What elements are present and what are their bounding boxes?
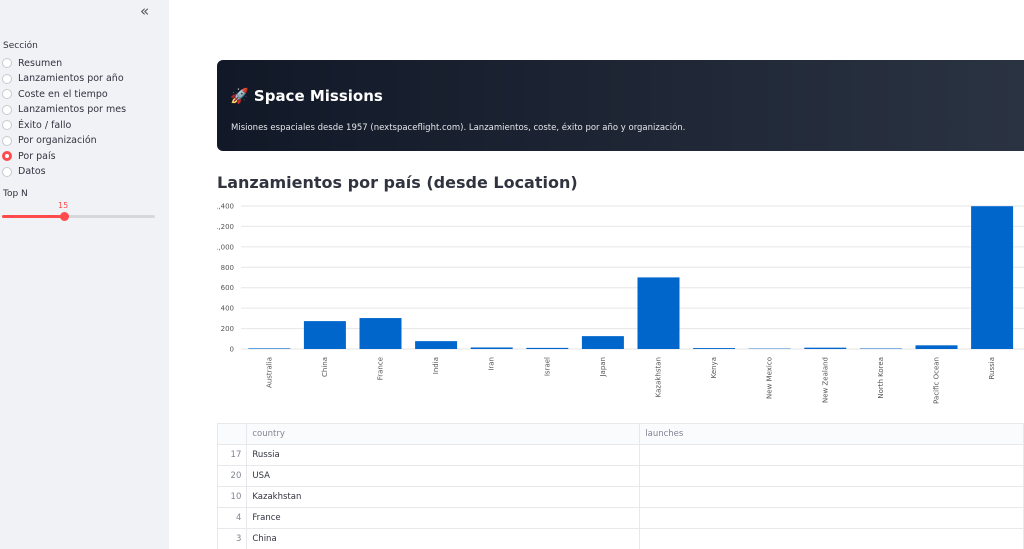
row-index: 17	[216, 444, 248, 466]
x-tick-label: India	[432, 357, 440, 374]
radio-label: Lanzamientos por año	[18, 73, 124, 84]
bar[interactable]	[693, 348, 736, 349]
country-cell: Kazakhstan	[246, 486, 641, 508]
radio-option[interactable]: Éxito / fallo	[2, 118, 71, 132]
bar[interactable]	[359, 318, 402, 349]
section-label: Sección	[3, 41, 38, 51]
launches-cell	[639, 507, 1024, 529]
y-tick-label: 0	[230, 346, 234, 354]
bar[interactable]	[804, 347, 847, 349]
bar[interactable]	[971, 206, 1014, 349]
x-tick-label: New Mexico	[766, 357, 774, 399]
x-tick-label: Kazakhstan	[655, 357, 663, 397]
radio-label: Por organización	[18, 135, 97, 146]
table-row: 10 Kazakhstan	[216, 486, 1024, 508]
row-index: 20	[216, 465, 248, 487]
radio-label: Coste en el tiempo	[18, 88, 108, 100]
data-table: country launches 17 Russia 20 USA 10 Kazakhsta…	[216, 423, 1024, 549]
radio-label: Éxito / fallo	[18, 119, 72, 131]
slider-track[interactable]	[2, 215, 155, 218]
radio-option[interactable]: Resumen	[2, 56, 62, 70]
bar[interactable]	[470, 347, 513, 349]
radio-circle	[2, 73, 12, 84]
radio-option[interactable]: Por país	[2, 149, 56, 163]
bar[interactable]	[415, 341, 458, 349]
radio-label: Lanzamientos por mes	[18, 104, 127, 115]
bar[interactable]	[915, 345, 958, 349]
x-tick-label: North Korea	[877, 357, 885, 399]
column-header: country	[246, 423, 641, 445]
y-tick-label: 800	[221, 264, 234, 272]
chart-title: Lanzamientos por país (desde Location)	[217, 173, 578, 192]
radio-option[interactable]: Datos	[2, 165, 46, 179]
x-tick-label: New Zealand	[821, 357, 829, 403]
row-index: 10	[216, 486, 248, 508]
sidebar: « Sección Resumen Lanzamientos por año Cos…	[0, 0, 169, 549]
launches-cell	[639, 486, 1024, 508]
slider-knob[interactable]	[60, 212, 69, 221]
country-cell: France	[246, 507, 641, 529]
radio-circle	[2, 58, 12, 68]
table-row: 4 France	[216, 507, 1024, 529]
x-tick-label: Israel	[543, 357, 551, 376]
launches-cell	[639, 444, 1024, 466]
radio-circle	[2, 166, 12, 177]
x-tick-label: France	[377, 357, 385, 380]
country-cell: China	[246, 528, 641, 549]
slider-fill	[2, 215, 64, 218]
launches-cell	[639, 465, 1024, 487]
slider-value: 15	[58, 201, 69, 210]
bar[interactable]	[303, 321, 346, 349]
chart: 0 200 400 600 800 1,000 1,200 1,400 Australia Chi…	[217, 203, 1024, 404]
radio-circle	[2, 104, 12, 115]
row-index: 4	[216, 507, 248, 529]
x-tick-label: Russia	[988, 357, 996, 380]
radio-circle	[2, 135, 12, 146]
slider-label: Top N	[3, 189, 28, 199]
launches-cell	[639, 528, 1024, 549]
radio-circle	[2, 120, 12, 130]
y-tick-label: 1,000	[217, 243, 234, 251]
country-cell: USA	[246, 465, 641, 487]
radio-circle	[2, 151, 12, 161]
radio-option[interactable]: Coste en el tiempo	[2, 87, 108, 101]
column-header: launches	[639, 423, 1024, 445]
bar[interactable]	[581, 336, 624, 349]
radio-label: Datos	[18, 166, 46, 177]
x-tick-label: Pacific Ocean	[933, 357, 941, 404]
y-tick-label: 1,400	[217, 203, 234, 211]
x-tick-label: Japan	[599, 357, 607, 378]
x-tick-label: Kenya	[710, 357, 718, 378]
radio-label: Resumen	[18, 57, 63, 69]
y-tick-label: 200	[221, 325, 234, 333]
radio-option[interactable]: Lanzamientos por año	[2, 72, 124, 86]
index-header	[216, 423, 248, 445]
app-title: 🚀 Space Missions	[230, 87, 383, 105]
y-tick-label: 1,200	[217, 223, 234, 231]
header-banner: 🚀 Space Missions Misiones espaciales des…	[217, 60, 1024, 151]
radio-option[interactable]: Por organización	[2, 134, 97, 148]
table-row: 20 USA	[216, 465, 1024, 487]
radio-option[interactable]: Lanzamientos por mes	[2, 103, 126, 117]
row-index: 3	[216, 528, 248, 549]
bar[interactable]	[637, 277, 680, 349]
x-tick-label: Iran	[488, 357, 496, 371]
table-header: country launches	[216, 423, 1024, 445]
collapse-button[interactable]: «	[140, 2, 150, 20]
y-tick-label: 600	[221, 284, 234, 292]
country-cell: Russia	[246, 444, 641, 466]
y-tick-label: 400	[221, 305, 234, 313]
bar[interactable]	[859, 348, 902, 349]
table-row: 17 Russia	[216, 444, 1024, 466]
radio-circle	[2, 89, 12, 99]
app-subtitle: Misiones espaciales desde 1957 (nextspac…	[231, 123, 686, 133]
bar[interactable]	[526, 347, 569, 349]
x-tick-label: Australia	[265, 357, 273, 388]
table-row: 3 China	[216, 528, 1024, 549]
x-tick-label: China	[321, 357, 329, 377]
bar[interactable]	[248, 348, 291, 349]
radio-label: Por país	[18, 150, 56, 162]
